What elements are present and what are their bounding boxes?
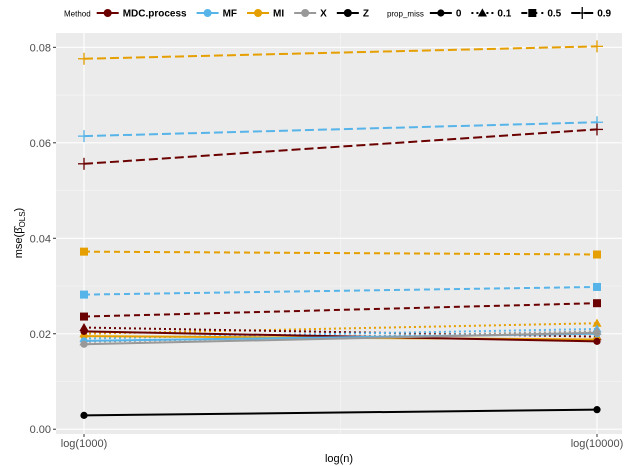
data-point	[593, 299, 601, 308]
grid-lines	[56, 33, 622, 434]
legend-label: 0.9	[597, 9, 611, 20]
series-mdc-process-0-9	[78, 123, 603, 170]
data-point	[78, 52, 90, 65]
legend-label: MDC.process	[123, 9, 187, 20]
series-line	[83, 322, 598, 335]
x-axis: log(1000) log(10000)	[61, 434, 624, 450]
data-point	[592, 318, 602, 327]
y-tick-label: 0.06	[30, 138, 51, 150]
y-axis-title: mse(β̂OLS)	[13, 208, 27, 258]
legend-key-z	[336, 9, 359, 17]
legend-key-dot	[254, 9, 263, 17]
series-line	[83, 408, 598, 417]
legend-label: Z	[363, 9, 369, 20]
legend-key-dot	[301, 9, 310, 17]
data-point	[593, 250, 601, 259]
legend-key-mf	[196, 9, 219, 17]
legend-label: 0	[456, 9, 462, 20]
x-axis-title: log(n)	[325, 453, 353, 465]
legend-title-prop-miss: prop_miss	[387, 10, 424, 19]
series-mi-0-5	[80, 247, 601, 259]
legend-key-dot	[343, 9, 352, 17]
legend-key-x	[294, 9, 317, 17]
legend-key-marker	[528, 9, 537, 17]
data-point	[593, 282, 601, 291]
y-tick-label: 0.08	[30, 42, 51, 54]
series-line	[83, 326, 598, 338]
legend-title-method: Method	[64, 10, 91, 19]
legend-label: MI	[273, 9, 284, 20]
y-tick-label: 0.04	[30, 233, 51, 245]
data-point	[80, 290, 88, 299]
x-tick-label: log(10000)	[571, 438, 624, 450]
legend-key-marker	[576, 7, 589, 19]
plot-panel	[56, 33, 622, 434]
y-axis: 0.00 0.02 0.04 0.06 0.08	[30, 42, 56, 436]
data-point	[591, 40, 603, 53]
series-mdc-process-0-5	[80, 299, 601, 321]
legend-key-prop-0-1	[471, 8, 494, 17]
series-mf-0-5	[80, 282, 601, 299]
legend-key-prop-0	[429, 9, 452, 17]
series-x-0	[80, 329, 601, 348]
data-point	[593, 337, 601, 345]
legend-label: 0.5	[547, 9, 561, 20]
legend-key-mdc-process	[96, 9, 119, 17]
series-line	[83, 45, 598, 60]
data-point	[78, 130, 90, 143]
series-layer	[78, 40, 603, 419]
data-point	[80, 411, 88, 419]
data-point	[78, 157, 90, 170]
series-z-0	[80, 406, 601, 419]
legend-label: MF	[223, 9, 237, 20]
series-mi-0-9	[78, 40, 603, 65]
legend-key-prop-0-9	[571, 7, 594, 19]
data-point	[80, 247, 88, 256]
data-point	[593, 406, 601, 414]
series-line	[83, 121, 598, 138]
series-line	[83, 331, 598, 346]
legend-key-dot	[203, 9, 212, 17]
svg-text:mse(β̂OLS): mse(β̂OLS)	[13, 208, 27, 258]
legend-key-marker	[477, 8, 488, 17]
series-line	[83, 128, 598, 165]
y-tick-label: 0.00	[30, 424, 51, 436]
legend-label: X	[320, 9, 327, 20]
x-tick-label: log(1000)	[61, 438, 107, 450]
legend-key-mi	[247, 9, 270, 17]
legend-key-marker	[437, 9, 445, 17]
data-point	[591, 123, 603, 136]
y-tick-label: 0.02	[30, 329, 51, 341]
legend-label: 0.1	[497, 9, 511, 20]
legend-key-dot	[103, 9, 112, 17]
series-line	[83, 302, 598, 318]
series-line	[83, 250, 598, 256]
data-point	[80, 327, 88, 335]
data-point	[80, 312, 88, 321]
data-point	[593, 329, 601, 337]
legend-key-prop-0-5	[521, 9, 544, 17]
data-point	[80, 340, 88, 348]
series-line	[83, 285, 598, 296]
